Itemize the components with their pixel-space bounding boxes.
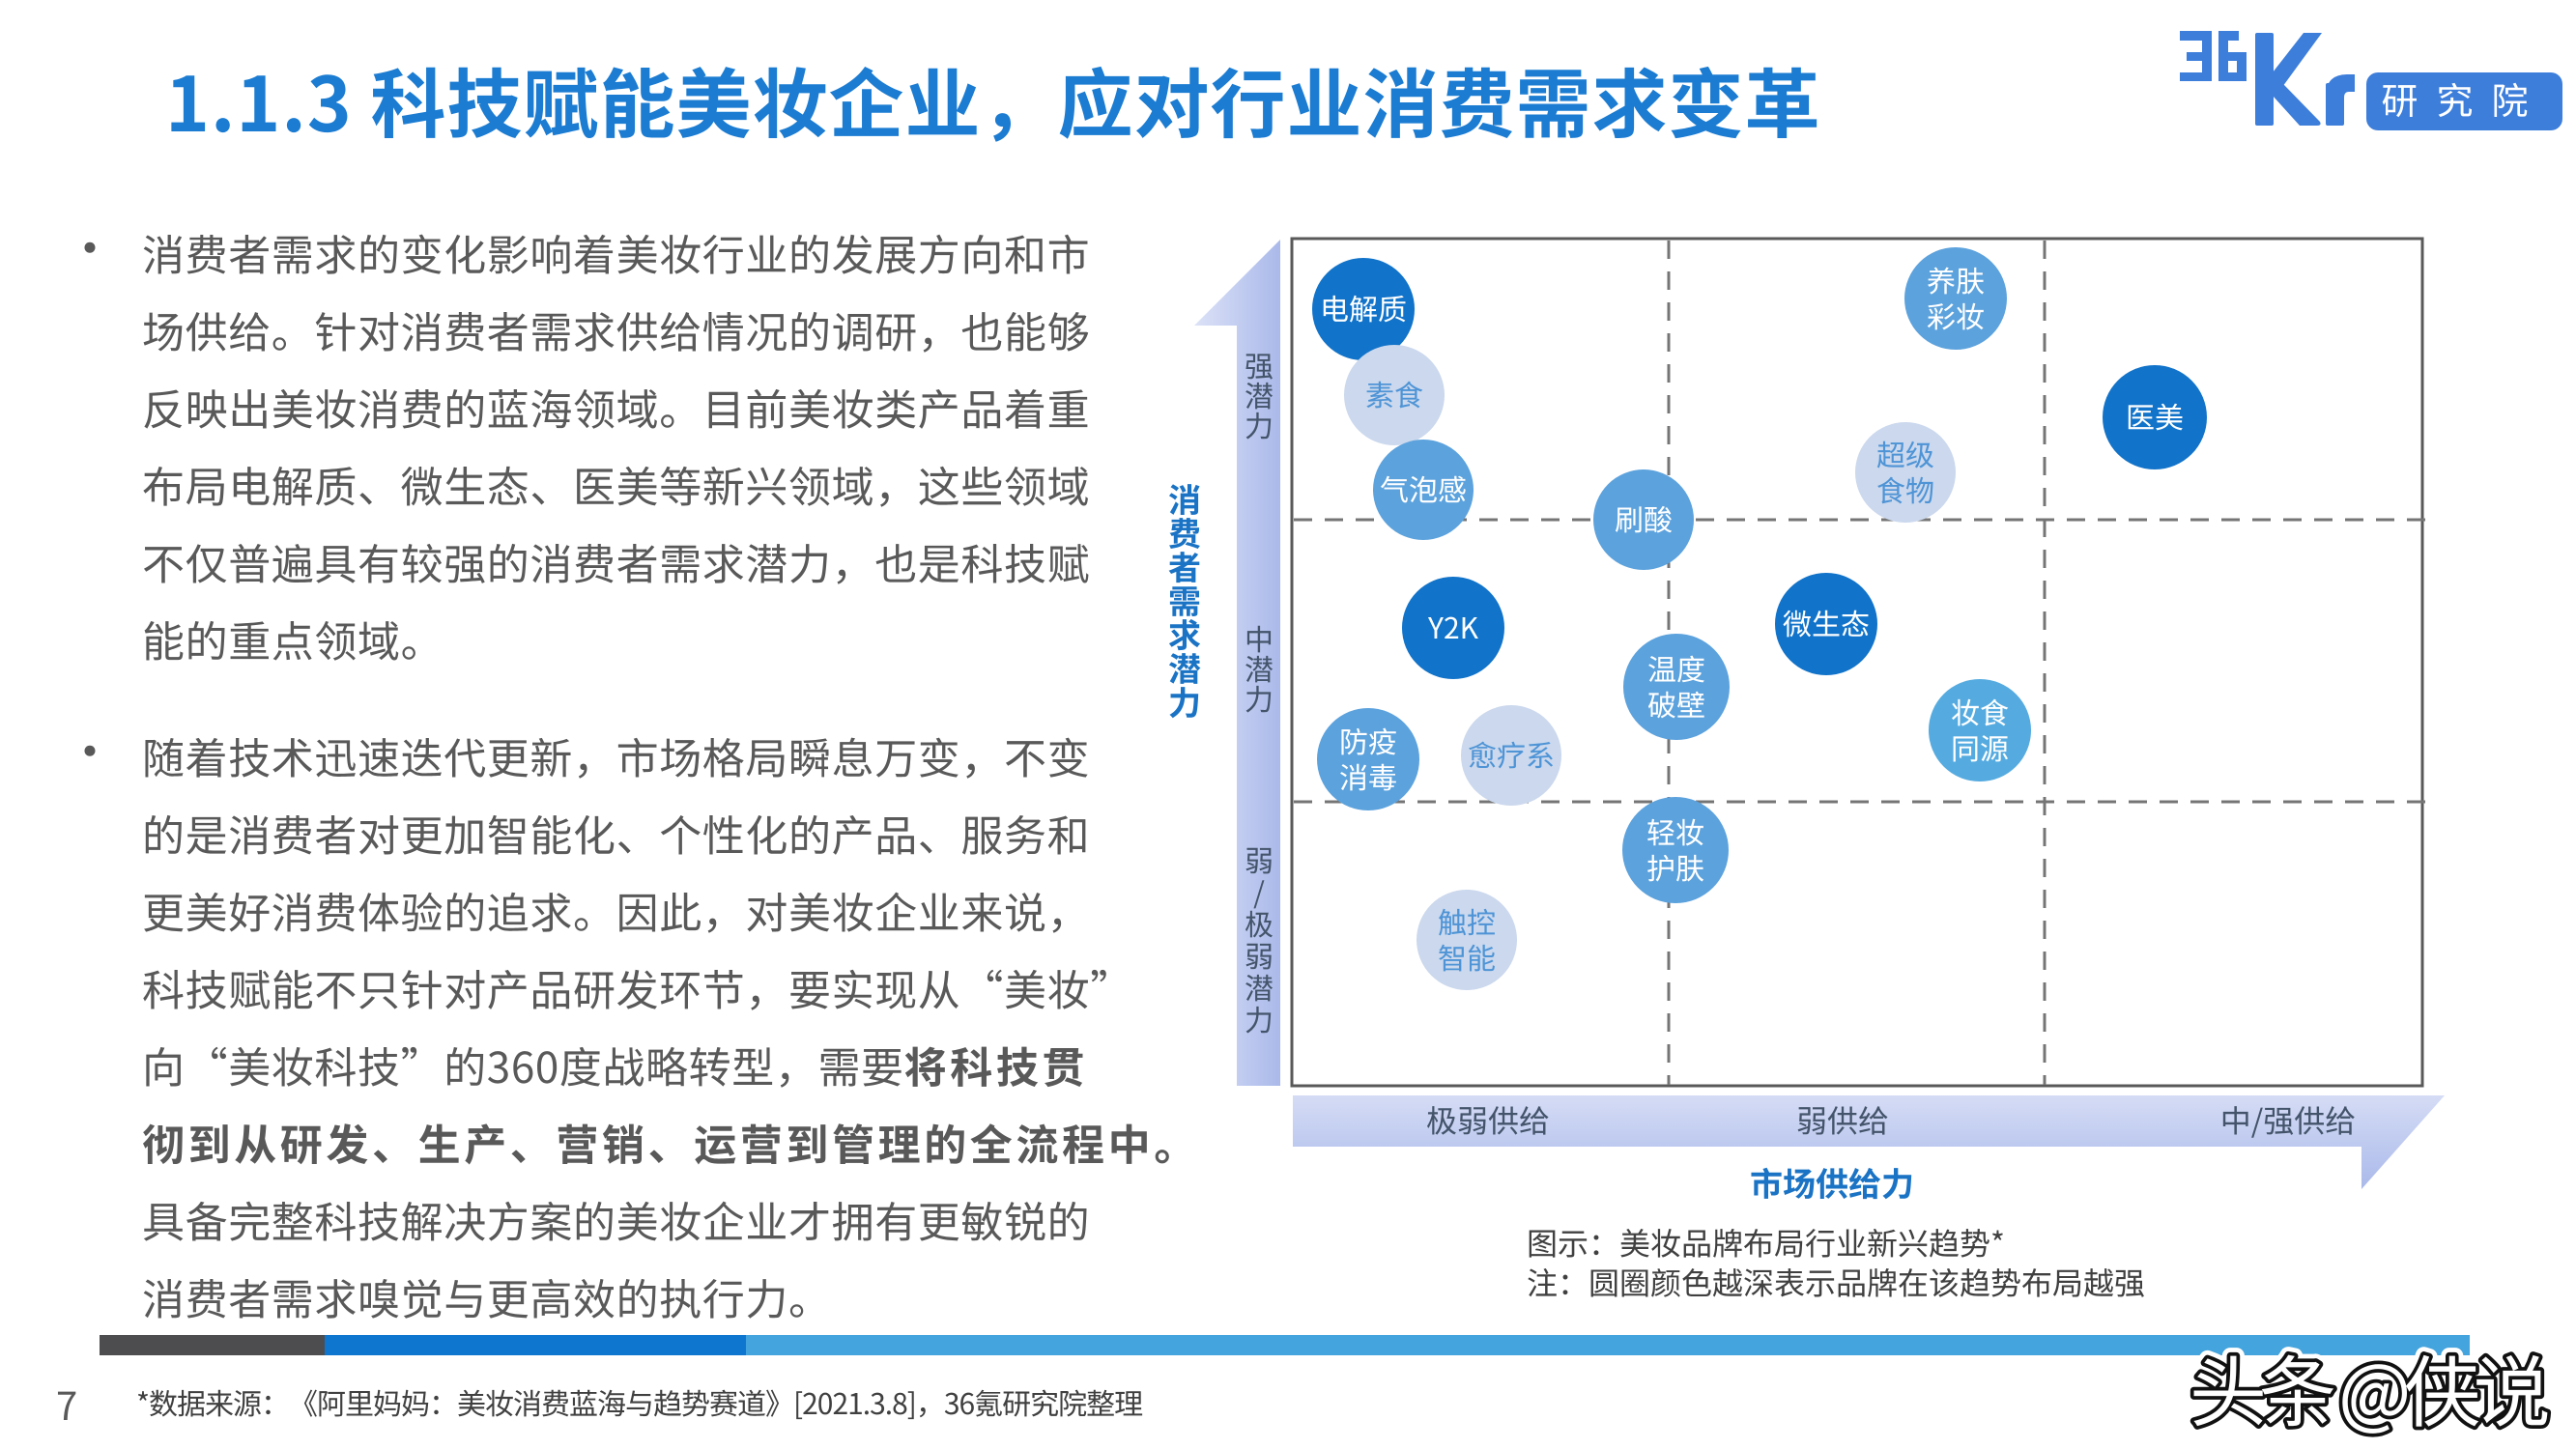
svg-text:弱: 弱 <box>1245 838 1274 880</box>
svg-text:力: 力 <box>1245 676 1274 719</box>
svg-text:力: 力 <box>1245 997 1274 1039</box>
svg-text:温度: 温度 <box>1647 646 1705 689</box>
svg-text:医美: 医美 <box>2126 394 2184 437</box>
svg-text:/: / <box>1253 869 1265 912</box>
svg-text:电解质: 电解质 <box>1320 286 1407 328</box>
svg-text:食物: 食物 <box>1876 468 1934 510</box>
svg-text:力: 力 <box>1245 403 1274 445</box>
svg-text:强: 强 <box>1245 343 1274 385</box>
svg-text:超级: 超级 <box>1876 432 1934 474</box>
svg-text:研究院: 研究院 <box>2381 71 2546 125</box>
svg-text:求: 求 <box>1168 610 1201 657</box>
svg-text:潜: 潜 <box>1245 965 1274 1008</box>
svg-text:智能: 智能 <box>1438 935 1496 978</box>
svg-text:头条 @侠说: 头条 @侠说 <box>2190 1331 2548 1443</box>
svg-text:潜: 潜 <box>1245 646 1274 689</box>
svg-text:轻妆: 轻妆 <box>1646 810 1704 852</box>
svg-text:彩妆: 彩妆 <box>1927 294 1985 336</box>
svg-text:消毒: 消毒 <box>1339 754 1397 797</box>
svg-text:消: 消 <box>1168 474 1201 522</box>
svg-text:中/强供给: 中/强供给 <box>2220 1097 2357 1142</box>
svg-text:气泡感: 气泡感 <box>1380 467 1467 509</box>
svg-text:者: 者 <box>1168 542 1201 589</box>
svg-text:素食: 素食 <box>1365 372 1423 414</box>
svg-text:需: 需 <box>1168 576 1201 623</box>
svg-text:中: 中 <box>1245 616 1274 659</box>
svg-text:费: 费 <box>1168 508 1201 555</box>
svg-text:护肤: 护肤 <box>1646 845 1704 888</box>
svg-text:弱: 弱 <box>1245 933 1274 976</box>
svg-text:触控: 触控 <box>1438 899 1496 942</box>
svg-text:Y2K: Y2K <box>1427 605 1479 647</box>
svg-text:微生态: 微生态 <box>1783 601 1870 643</box>
svg-text:刷酸: 刷酸 <box>1615 497 1673 539</box>
svg-text:妆食: 妆食 <box>1951 690 2009 732</box>
svg-text:市场供给力: 市场供给力 <box>1750 1158 1914 1206</box>
svg-text:破壁: 破壁 <box>1647 682 1705 724</box>
svg-text:力: 力 <box>1168 677 1201 724</box>
svg-text:同源: 同源 <box>1951 725 2009 768</box>
svg-text:养肤: 养肤 <box>1927 258 1985 300</box>
svg-text:极弱供给: 极弱供给 <box>1426 1097 1550 1142</box>
svg-text:弱供给: 弱供给 <box>1796 1097 1889 1142</box>
svg-text:潜: 潜 <box>1168 643 1201 691</box>
svg-text:潜: 潜 <box>1245 373 1274 415</box>
svg-text:防疫: 防疫 <box>1339 719 1397 761</box>
svg-text:愈疗系: 愈疗系 <box>1468 732 1555 775</box>
svg-text:极: 极 <box>1245 901 1274 944</box>
svg-text:头条 @侠说: 头条 @侠说 <box>2190 1331 2548 1443</box>
